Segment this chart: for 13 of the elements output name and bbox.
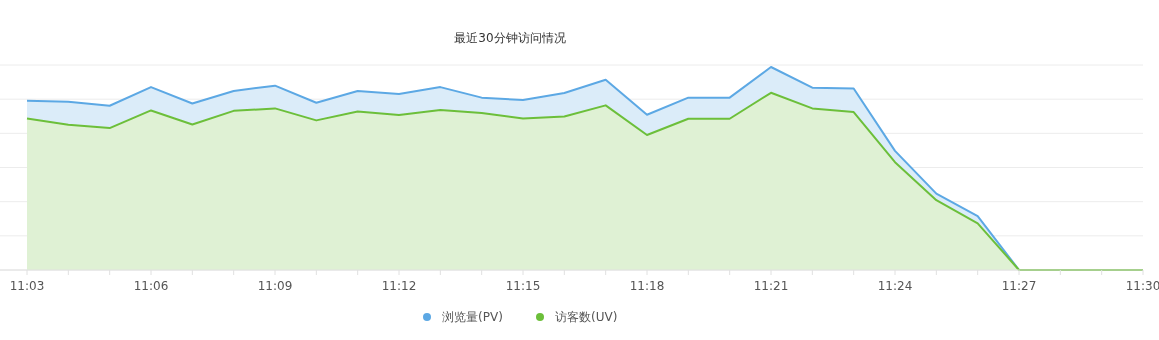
x-tick-label: 11:18 — [629, 279, 665, 293]
chart-title: 最近30分钟访问情况 — [454, 31, 566, 45]
x-tick-label: 11:24 — [877, 279, 913, 293]
x-tick-label: 11:21 — [753, 279, 789, 293]
x-tick-label: 11:15 — [505, 279, 541, 293]
legend-label: 浏览量(PV) — [442, 310, 503, 324]
x-tick-label: 11:09 — [257, 279, 293, 293]
x-tick-label: 11:12 — [381, 279, 417, 293]
x-tick-label: 11:27 — [1001, 279, 1037, 293]
legend-label: 访客数(UV) — [555, 310, 618, 324]
x-tick-label: 11:06 — [133, 279, 169, 293]
x-tick-label: 11:03 — [9, 279, 45, 293]
x-tick-label: 11:30 — [1125, 279, 1159, 293]
